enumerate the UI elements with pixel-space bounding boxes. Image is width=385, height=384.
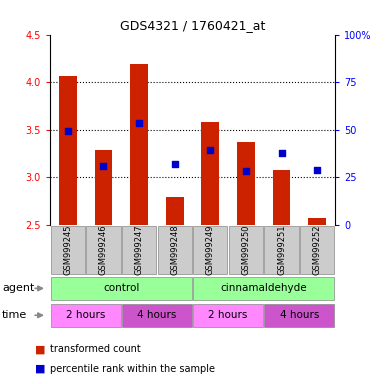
Bar [201,122,219,225]
Text: GSM999247: GSM999247 [135,224,144,275]
Title: GDS4321 / 1760421_at: GDS4321 / 1760421_at [120,19,265,32]
Text: GSM999246: GSM999246 [99,224,108,275]
Text: control: control [103,283,139,293]
Point [207,146,213,152]
Bar [59,76,77,225]
FancyBboxPatch shape [300,226,334,273]
Bar [237,142,255,225]
Text: cinnamaldehyde: cinnamaldehyde [220,283,307,293]
Text: ■: ■ [35,364,45,374]
Text: 2 hours: 2 hours [66,310,105,320]
Point [100,163,107,169]
Text: GSM999248: GSM999248 [170,224,179,275]
Bar [273,169,290,225]
Text: transformed count: transformed count [50,344,141,354]
FancyBboxPatch shape [157,226,192,273]
FancyBboxPatch shape [193,226,228,273]
Text: 4 hours: 4 hours [137,310,177,320]
FancyBboxPatch shape [51,226,85,273]
FancyBboxPatch shape [86,226,121,273]
Bar [166,197,184,225]
FancyBboxPatch shape [264,226,299,273]
FancyBboxPatch shape [264,303,334,327]
FancyBboxPatch shape [229,226,263,273]
FancyBboxPatch shape [122,226,156,273]
Text: time: time [2,310,27,320]
FancyBboxPatch shape [193,276,334,300]
Text: GSM999250: GSM999250 [241,224,250,275]
Text: 4 hours: 4 hours [280,310,319,320]
Point [314,167,320,174]
Text: 2 hours: 2 hours [208,310,248,320]
Text: GSM999252: GSM999252 [313,224,321,275]
Point [278,150,285,156]
Point [243,168,249,174]
Point [172,161,178,167]
Text: GSM999245: GSM999245 [64,224,72,275]
Text: percentile rank within the sample: percentile rank within the sample [50,364,215,374]
FancyBboxPatch shape [122,303,192,327]
Text: agent: agent [2,283,34,293]
Text: GSM999249: GSM999249 [206,224,215,275]
Bar [130,64,148,225]
Bar [308,218,326,225]
Point [136,120,142,126]
Text: ■: ■ [35,344,45,354]
FancyBboxPatch shape [193,303,263,327]
FancyBboxPatch shape [51,303,121,327]
FancyBboxPatch shape [51,276,192,300]
Point [65,127,71,134]
Text: GSM999251: GSM999251 [277,224,286,275]
Bar [95,149,112,225]
